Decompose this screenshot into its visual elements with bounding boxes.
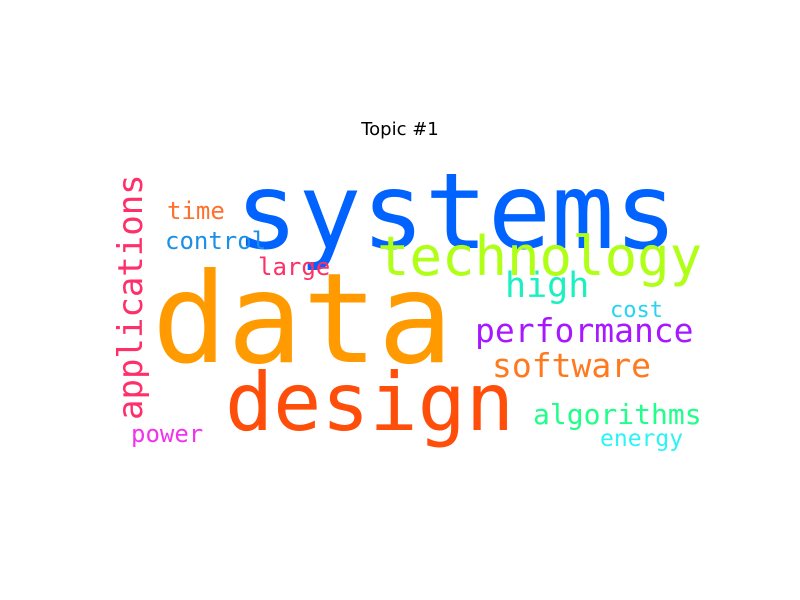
word-data: data [152,247,453,392]
word-software: software [492,346,651,385]
figure-title: Topic #1 [361,119,439,140]
word-systems: systems [235,151,678,273]
word-time: time [167,197,225,225]
word-technology: technology [377,225,702,288]
word-cost: cost [610,298,663,323]
word-design: design [225,356,514,449]
word-large: large [258,253,330,281]
word-control: control [165,227,266,255]
word-algorithms: algorithms [533,398,702,431]
word-performance: performance [475,311,694,350]
word-applications: applications [111,174,151,420]
word-energy: energy [600,426,683,452]
word-high: high [505,266,589,306]
word-power: power [131,420,203,448]
